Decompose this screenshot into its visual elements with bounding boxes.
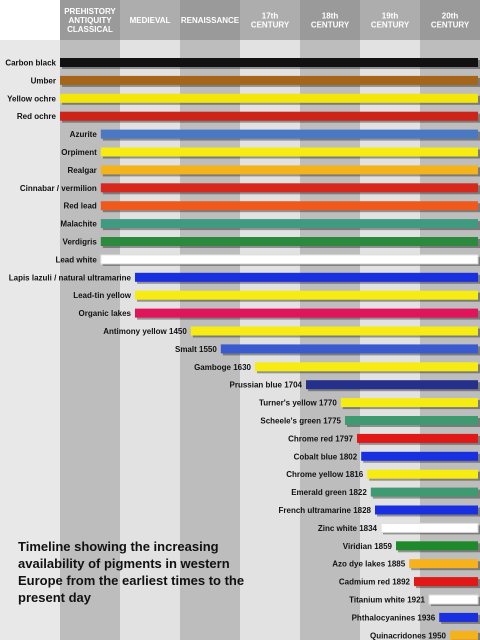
bar-azurite: [100, 129, 479, 139]
period-band-2: [120, 40, 180, 640]
period-header: PREHISTORY ANTIQUITY CLASSICAL MEDIEVAL RENA…: [60, 0, 480, 40]
period-label-5: 18th CENTURY: [311, 12, 350, 30]
label-chrome-yellow-1816: Chrome yellow 1816: [286, 470, 363, 479]
label-viridian-1859: Viridian 1859: [343, 542, 393, 551]
bar-antimony-yellow-1450: [190, 326, 479, 336]
period-label-2: MEDIEVAL: [130, 16, 171, 25]
label-malachite: Malachite: [60, 220, 97, 229]
label-verdigris: Verdigris: [63, 238, 98, 247]
pigment-labels: Carbon black Umber Yellow ochre Red ochre Az…: [5, 59, 446, 640]
label-smalt-1550: Smalt 1550: [175, 345, 217, 354]
period-header-cell-6: [360, 0, 420, 40]
pigment-bars: [60, 58, 480, 640]
bar-verdigris: [100, 237, 479, 246]
period-header-cell-5: [300, 0, 360, 40]
label-yellow-ochre: Yellow ochre: [7, 94, 56, 103]
bar-chrome-yellow-1816: [367, 469, 478, 479]
label-area: [0, 0, 60, 640]
bar-red-ochre: [60, 111, 478, 121]
bar-cadmium-red-1892: [414, 577, 478, 587]
label-titanium-white-1921: Titanium white 1921: [349, 596, 425, 605]
label-red-lead: Red lead: [63, 202, 96, 211]
bar-prussian-blue-1704: [306, 380, 478, 390]
bar-quinacridones-1950: [450, 630, 478, 640]
bar-viridian-1859: [396, 541, 478, 551]
bar-red-lead: [100, 201, 479, 211]
period-header-cell-4: [240, 0, 300, 40]
label-scheele-s-green-1775: Scheele's green 1775: [260, 417, 341, 426]
bar-realgar: [100, 165, 479, 175]
label-emerald-green-1822: Emerald green 1822: [291, 488, 367, 497]
period-label-7: 20th CENTURY: [431, 12, 470, 30]
period-header-cell-1: [60, 0, 120, 40]
bar-lead-tin-yellow: [135, 290, 478, 300]
bar-scheele-s-green-1775: [345, 416, 478, 425]
bar-umber: [60, 75, 478, 85]
bar-emerald-green-1822: [370, 487, 478, 497]
label-carbon-black: Carbon black: [5, 59, 56, 68]
label-quinacridones-1950: Quinacridones 1950: [370, 631, 447, 640]
bar-lead-white: [100, 254, 479, 265]
label-organic-lakes: Organic lakes: [79, 309, 132, 318]
period-header-cell-2: [120, 0, 180, 40]
bar-phthalocyanines-1936: [439, 612, 478, 622]
bar-cobalt-blue-1802: [361, 451, 478, 461]
bar-azo-dye-lakes-1885: [409, 559, 478, 569]
label-zinc-white-1834: Zinc white 1834: [318, 524, 378, 533]
bar-french-ultramarine-1828: [375, 505, 478, 515]
label-azurite: Azurite: [70, 130, 98, 139]
bar-zinc-white-1834: [380, 522, 479, 533]
period-band-7: [420, 40, 480, 640]
period-header-cell-3: [180, 0, 240, 40]
label-cobalt-blue-1802: Cobalt blue 1802: [294, 452, 358, 461]
bar-orpiment: [100, 147, 479, 157]
bar-malachite: [100, 219, 479, 229]
period-label-6: 19th CENTURY: [371, 12, 410, 30]
period-header-cell-7: [420, 0, 480, 40]
label-turner-s-yellow-1770: Turner's yellow 1770: [259, 399, 337, 408]
label-gamboge-1630: Gamboge 1630: [194, 363, 251, 372]
label-cadmium-red-1892: Cadmium red 1892: [339, 578, 411, 587]
bar-cinnabar-vermilion: [100, 183, 479, 193]
label-realgar: Realgar: [67, 166, 96, 175]
label-prussian-blue-1704: Prussian blue 1704: [230, 381, 303, 390]
period-band-5: [300, 40, 360, 640]
label-lead-tin-yellow: Lead-tin yellow: [73, 291, 132, 300]
period-label-4: 17th CENTURY: [251, 12, 290, 30]
bar-organic-lakes: [135, 308, 478, 318]
label-french-ultramarine-1828: French ultramarine 1828: [279, 506, 372, 515]
label-orpiment: Orpiment: [61, 148, 97, 157]
bar-titanium-white-1921: [428, 594, 479, 605]
label-azo-dye-lakes-1885: Azo dye lakes 1885: [332, 560, 405, 569]
chart-title: Timeline showing the increasing availabi…: [18, 539, 245, 605]
period-label-3: RENAISSANCE: [181, 16, 240, 25]
period-band-6: [360, 40, 420, 640]
label-red-ochre: Red ochre: [17, 112, 57, 121]
bar-smalt-1550: [220, 344, 479, 354]
label-chrome-red-1797: Chrome red 1797: [288, 434, 353, 443]
label-phthalocyanines-1936: Phthalocyanines 1936: [352, 613, 436, 622]
label-cinnabar-vermilion: Cinnabar / vermilion: [20, 184, 97, 193]
bar-turner-s-yellow-1770: [340, 398, 478, 408]
bar-yellow-ochre: [60, 93, 478, 103]
period-band-4: [240, 40, 300, 640]
period-band-1: [60, 40, 120, 640]
label-lead-white: Lead white: [55, 255, 97, 264]
label-umber: Umber: [31, 76, 56, 85]
label-antimony-yellow-1450: Antimony yellow 1450: [103, 327, 187, 336]
bar-carbon-black: [60, 58, 478, 67]
bar-lapis-lazuli-natural-ultramarine: [135, 272, 478, 282]
label-lapis-lazuli-natural-ultramarine: Lapis lazuli / natural ultramarine: [9, 273, 132, 282]
bar-chrome-red-1797: [357, 433, 478, 443]
bar-gamboge-1630: [255, 362, 478, 372]
period-label-1: PREHISTORY ANTIQUITY CLASSICAL: [64, 7, 116, 34]
period-band-3: [180, 40, 240, 640]
